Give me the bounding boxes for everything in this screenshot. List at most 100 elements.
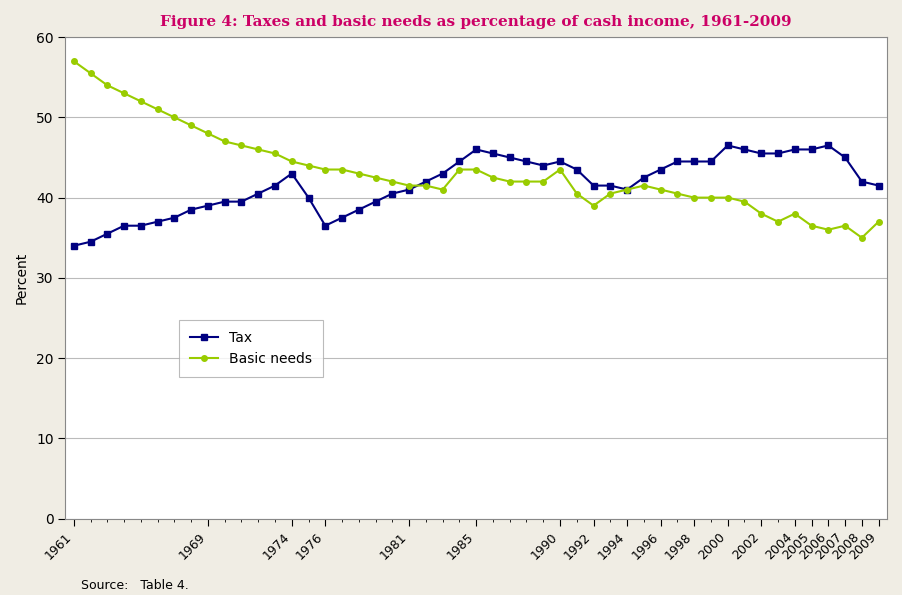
Tax [806, 146, 817, 153]
Tax [370, 198, 381, 205]
Basic needs [135, 98, 146, 105]
Basic needs [236, 142, 247, 149]
Tax [588, 182, 599, 189]
Tax [488, 150, 499, 157]
Basic needs [756, 210, 767, 217]
Basic needs [420, 182, 431, 189]
Tax [739, 146, 750, 153]
Tax [856, 178, 867, 185]
Tax [723, 142, 733, 149]
Tax [236, 198, 247, 205]
Basic needs [370, 174, 381, 181]
Tax [169, 214, 179, 221]
Basic needs [69, 58, 79, 65]
Tax [152, 218, 163, 226]
Tax [336, 214, 347, 221]
Basic needs [119, 90, 130, 97]
Tax [69, 242, 79, 249]
Basic needs [605, 190, 616, 197]
Basic needs [286, 158, 297, 165]
Basic needs [102, 82, 113, 89]
Basic needs [538, 178, 548, 185]
Basic needs [621, 186, 632, 193]
Tax [504, 154, 515, 161]
Tax [102, 230, 113, 237]
Tax [454, 158, 465, 165]
Text: Source:   Table 4.: Source: Table 4. [81, 579, 189, 592]
Basic needs [454, 166, 465, 173]
Tax [689, 158, 700, 165]
Basic needs [303, 162, 314, 169]
Basic needs [840, 222, 851, 229]
Tax [823, 142, 833, 149]
Basic needs [202, 130, 213, 137]
Basic needs [723, 194, 733, 201]
Basic needs [169, 114, 179, 121]
Tax [404, 186, 415, 193]
Tax [471, 146, 482, 153]
Basic needs [186, 122, 197, 129]
Tax [555, 158, 566, 165]
Tax [621, 186, 632, 193]
Tax [789, 146, 800, 153]
Tax [437, 170, 448, 177]
Tax [85, 238, 96, 245]
Basic needs [672, 190, 683, 197]
Tax [119, 222, 130, 229]
Tax [705, 158, 716, 165]
Basic needs [521, 178, 532, 185]
Basic needs [705, 194, 716, 201]
Tax [202, 202, 213, 209]
Basic needs [588, 202, 599, 209]
Basic needs [336, 166, 347, 173]
Basic needs [488, 174, 499, 181]
Line: Basic needs: Basic needs [71, 58, 881, 240]
Basic needs [404, 182, 415, 189]
Tax [672, 158, 683, 165]
Tax [605, 182, 616, 189]
Basic needs [471, 166, 482, 173]
Y-axis label: Percent: Percent [15, 252, 29, 304]
Tax [773, 150, 784, 157]
Basic needs [856, 234, 867, 242]
Basic needs [85, 70, 96, 77]
Tax [219, 198, 230, 205]
Basic needs [823, 226, 833, 233]
Basic needs [689, 194, 700, 201]
Tax [320, 222, 331, 229]
Basic needs [387, 178, 398, 185]
Basic needs [873, 218, 884, 226]
Basic needs [739, 198, 750, 205]
Basic needs [571, 190, 582, 197]
Tax [571, 166, 582, 173]
Tax [639, 174, 649, 181]
Basic needs [253, 146, 263, 153]
Basic needs [219, 138, 230, 145]
Basic needs [639, 182, 649, 189]
Tax [420, 178, 431, 185]
Basic needs [655, 186, 666, 193]
Basic needs [437, 186, 448, 193]
Basic needs [789, 210, 800, 217]
Tax [286, 170, 297, 177]
Line: Tax: Tax [71, 143, 881, 249]
Tax [873, 182, 884, 189]
Tax [354, 206, 364, 213]
Basic needs [270, 150, 281, 157]
Tax [538, 162, 548, 169]
Tax [303, 194, 314, 201]
Basic needs [152, 106, 163, 113]
Basic needs [504, 178, 515, 185]
Title: Figure 4: Taxes and basic needs as percentage of cash income, 1961-2009: Figure 4: Taxes and basic needs as perce… [161, 15, 792, 29]
Basic needs [320, 166, 331, 173]
Tax [253, 190, 263, 197]
Tax [840, 154, 851, 161]
Tax [756, 150, 767, 157]
Basic needs [773, 218, 784, 226]
Basic needs [806, 222, 817, 229]
Tax [521, 158, 532, 165]
Basic needs [354, 170, 364, 177]
Tax [186, 206, 197, 213]
Basic needs [555, 166, 566, 173]
Legend: Tax, Basic needs: Tax, Basic needs [179, 320, 323, 377]
